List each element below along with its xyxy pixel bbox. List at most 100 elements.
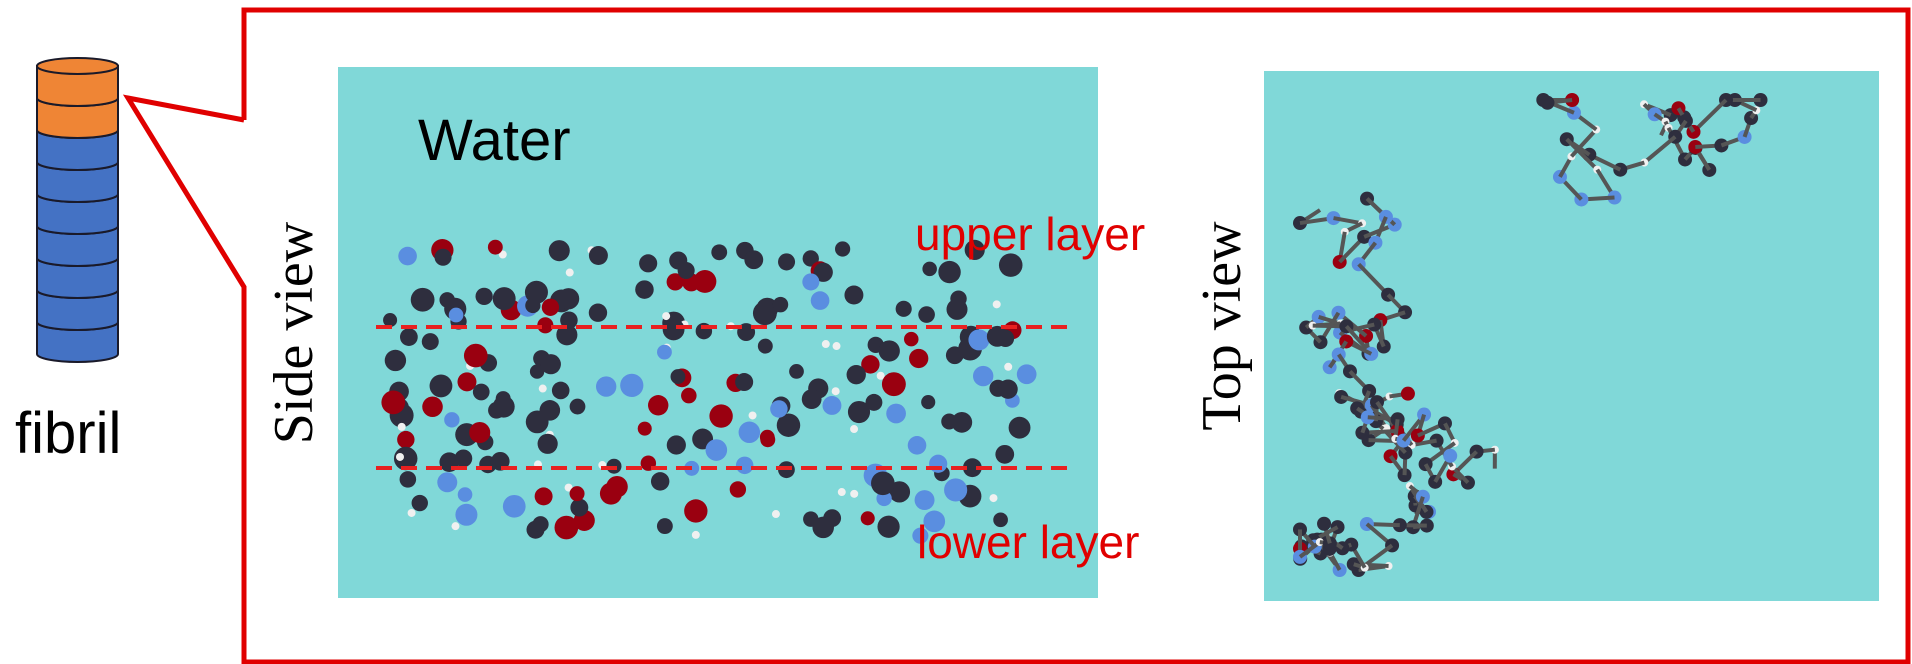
atom bbox=[667, 435, 686, 454]
atom bbox=[555, 516, 579, 540]
atom bbox=[422, 396, 443, 417]
atom bbox=[464, 344, 488, 368]
atom bbox=[493, 396, 515, 418]
atom bbox=[744, 250, 763, 269]
atom bbox=[865, 394, 882, 411]
atom bbox=[663, 318, 685, 340]
atom bbox=[479, 456, 496, 473]
atom bbox=[844, 286, 863, 305]
atom bbox=[566, 269, 574, 277]
atom bbox=[398, 423, 406, 431]
atom bbox=[811, 291, 830, 310]
atom bbox=[929, 455, 947, 473]
atom bbox=[435, 249, 452, 266]
atom bbox=[657, 518, 673, 534]
side-view-label: Side view bbox=[263, 221, 325, 444]
atom bbox=[909, 349, 928, 368]
atom bbox=[1540, 96, 1554, 110]
atom bbox=[475, 288, 492, 305]
atom bbox=[822, 396, 841, 415]
atom bbox=[503, 495, 526, 518]
atom bbox=[422, 333, 439, 350]
atom bbox=[1443, 449, 1457, 463]
atom bbox=[541, 354, 561, 374]
atom bbox=[451, 522, 459, 530]
atom bbox=[539, 385, 547, 393]
atom bbox=[639, 254, 657, 272]
atom bbox=[681, 388, 697, 404]
atom bbox=[822, 340, 830, 348]
cylinder-rim bbox=[37, 58, 118, 74]
atom bbox=[383, 313, 397, 327]
upper-layer-label: upper layer bbox=[915, 208, 1145, 260]
atom bbox=[995, 445, 1014, 464]
atom bbox=[998, 379, 1017, 398]
atom bbox=[812, 517, 834, 539]
atom bbox=[469, 422, 490, 443]
atom bbox=[535, 487, 553, 505]
atom bbox=[570, 499, 588, 517]
lower-layer-label: lower layer bbox=[917, 516, 1139, 568]
atom bbox=[802, 273, 819, 290]
atom bbox=[882, 372, 906, 396]
fibril-label: fibril bbox=[15, 401, 121, 466]
atom bbox=[879, 340, 900, 361]
atom bbox=[938, 261, 960, 283]
atom bbox=[549, 240, 570, 261]
atom bbox=[671, 369, 686, 384]
atom bbox=[861, 511, 875, 525]
atom bbox=[832, 387, 840, 395]
atom bbox=[570, 399, 586, 415]
atom bbox=[904, 332, 919, 347]
atom bbox=[778, 253, 795, 270]
atom bbox=[705, 439, 727, 461]
atom bbox=[385, 350, 406, 371]
atom bbox=[993, 300, 1001, 308]
atom bbox=[412, 495, 428, 511]
atom bbox=[833, 342, 841, 350]
atom bbox=[430, 375, 453, 398]
atom bbox=[835, 241, 850, 256]
atom bbox=[989, 494, 997, 502]
atom bbox=[758, 339, 773, 354]
atom bbox=[449, 308, 464, 323]
atom bbox=[739, 422, 761, 444]
atom bbox=[918, 306, 935, 323]
atom bbox=[662, 312, 670, 320]
atom bbox=[1017, 364, 1037, 384]
atom bbox=[847, 365, 866, 384]
atom bbox=[789, 364, 804, 379]
atom bbox=[908, 436, 927, 455]
atom bbox=[559, 292, 575, 308]
atom bbox=[772, 510, 780, 518]
atom bbox=[944, 478, 967, 501]
atom bbox=[1401, 387, 1415, 401]
atom bbox=[526, 410, 549, 433]
atom bbox=[396, 453, 404, 461]
atom bbox=[408, 509, 416, 517]
atom bbox=[921, 395, 935, 409]
atom bbox=[458, 487, 473, 502]
atom bbox=[525, 281, 548, 304]
atom bbox=[457, 372, 476, 391]
atom bbox=[987, 326, 1008, 347]
atom bbox=[657, 345, 672, 360]
atom bbox=[877, 516, 899, 538]
atom bbox=[397, 431, 414, 448]
atom bbox=[850, 490, 858, 498]
figure: fibril Water upper layer lower layer Sid… bbox=[0, 0, 1912, 664]
atom bbox=[915, 490, 935, 510]
atom bbox=[694, 270, 717, 293]
atom bbox=[950, 290, 966, 306]
atom bbox=[538, 434, 558, 454]
atom bbox=[946, 346, 964, 364]
atom bbox=[444, 412, 459, 427]
atom bbox=[838, 488, 846, 496]
atom bbox=[411, 288, 435, 312]
atom bbox=[589, 246, 608, 265]
atom bbox=[400, 328, 418, 346]
water-label: Water bbox=[418, 108, 571, 173]
atom bbox=[973, 366, 993, 386]
atom bbox=[635, 280, 654, 299]
atom bbox=[770, 400, 787, 417]
